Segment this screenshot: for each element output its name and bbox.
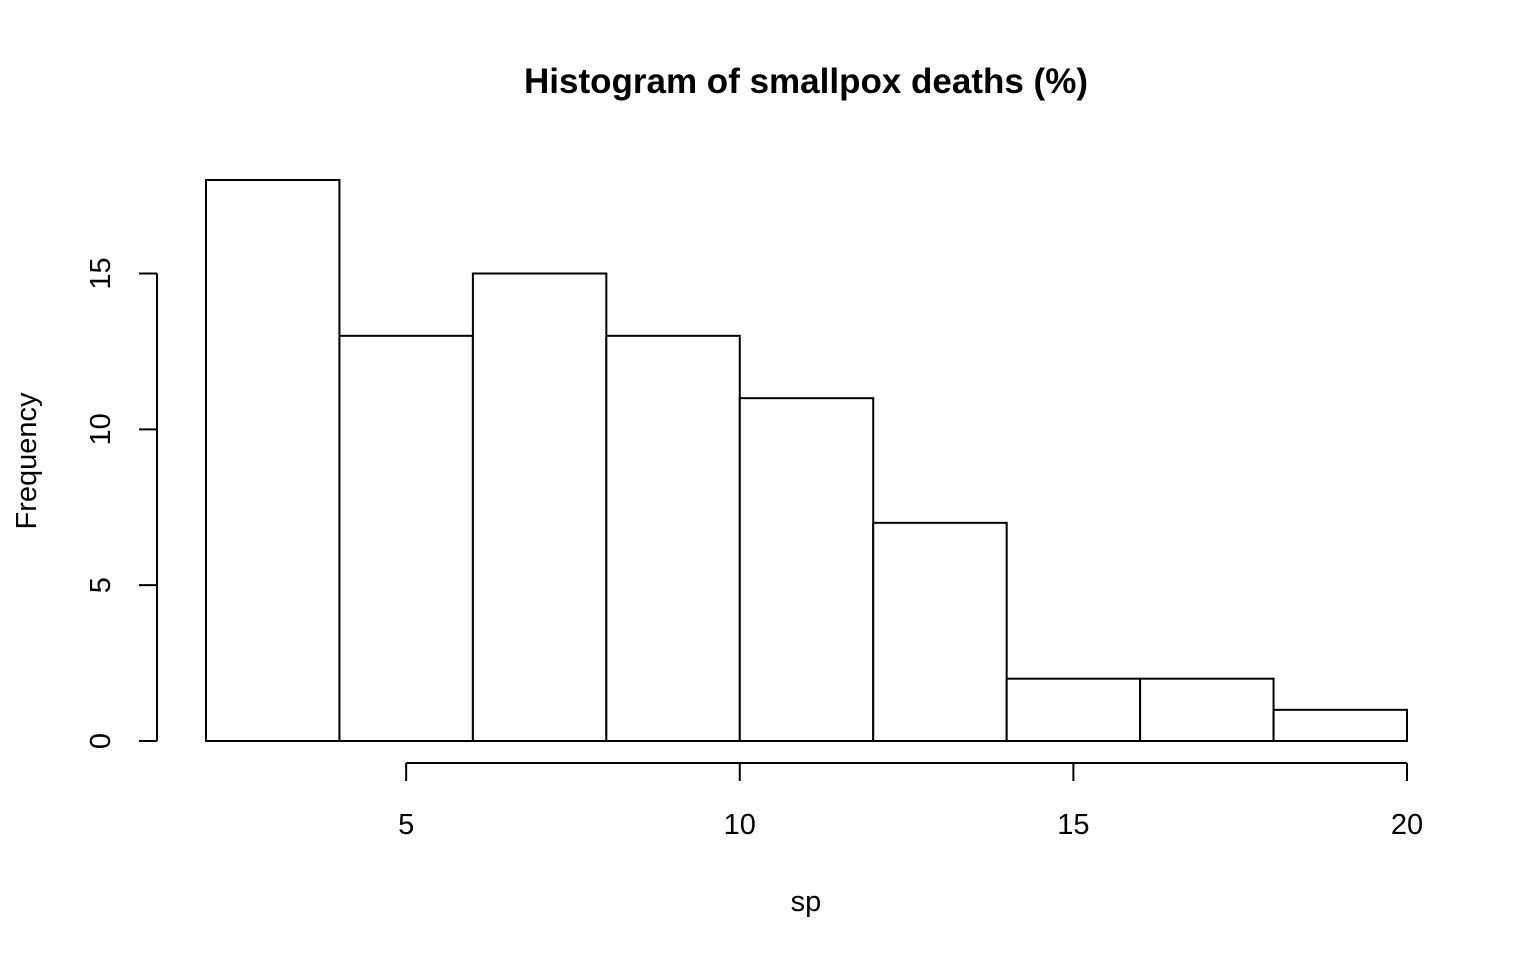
x-axis: 5 10 15 20 [398,762,1423,841]
x-tick-label: 15 [1057,809,1089,841]
histogram-bar-9 [1272,708,1408,742]
y-tick-label: 15 [85,257,117,289]
histogram-bar-4 [605,334,741,742]
histogram-bar-8 [1139,677,1275,743]
y-tick-label: 0 [85,733,117,749]
y-axis-label: Frequency [11,392,43,530]
y-tick-label: 5 [85,577,117,593]
histogram-bar-3 [471,272,608,742]
x-axis-label: sp [791,886,822,918]
y-tick-label: 10 [85,413,117,445]
y-axis: 0 5 10 15 [85,257,158,749]
x-tick-label: 20 [1391,809,1423,841]
histogram-bar-2 [338,334,474,742]
histogram-bar-7 [1005,677,1142,743]
x-tick-label: 10 [724,809,756,841]
histogram-bar-1 [205,179,341,742]
x-tick-label: 5 [398,809,414,841]
histogram-bar-5 [738,397,875,742]
chart-title: Histogram of smallpox deaths (%) [524,62,1088,101]
histogram-bar-6 [872,521,1008,742]
bars-group [205,179,1408,743]
